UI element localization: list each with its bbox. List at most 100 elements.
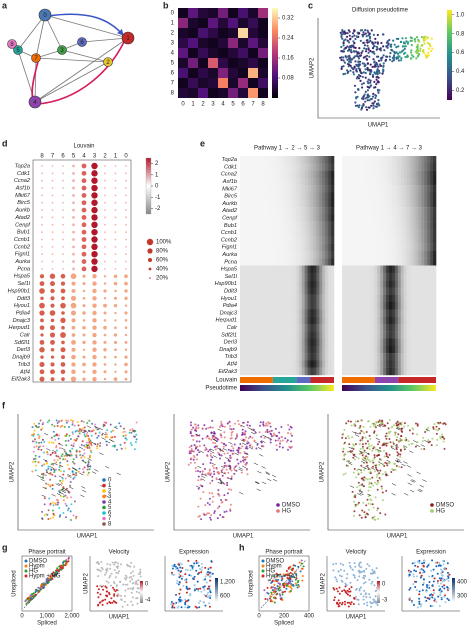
heat-cell [418,331,422,339]
heat-cell [421,353,425,361]
heat-cell [257,309,261,317]
heat-cell [269,316,273,325]
heat-cell [322,302,326,310]
heat-cell [248,170,253,179]
heat-cell [391,338,396,346]
cell-dot [128,576,131,579]
heat-cell [269,345,273,354]
heat-cell [242,280,247,288]
heat-cell [368,185,372,193]
cell-dot [361,439,364,442]
heatmap-cell [248,28,258,38]
x-axis-label: UMAP1 [109,615,130,621]
cell-dot [192,564,195,567]
node-label: 3 [60,48,64,54]
heat-cell [350,250,355,259]
cell-dot [376,479,379,482]
cell-dot [368,481,371,484]
legend-dot [24,574,28,578]
heat-cell [301,243,305,252]
heat-cell [316,302,320,310]
heat-cell [342,229,346,237]
cell-dot [263,436,266,439]
heat-cell [427,199,431,208]
heat-cell [263,323,267,332]
cell-dot [197,424,200,427]
cell-dot [294,570,297,573]
heat-cell [391,367,396,376]
axis [327,414,464,531]
heat-cell [322,199,326,208]
cell-dot [52,571,55,574]
heat-cell [251,236,255,244]
cell-dot [251,446,254,448]
heat-cell [257,316,261,325]
heat-cell [400,302,404,310]
heat-cell [377,294,381,303]
cell-dot [360,83,363,86]
heat-cell [383,294,387,303]
heat-cell [386,316,390,325]
cell-dot [281,446,284,449]
heat-cell [391,272,396,281]
velocity-arrow [265,471,270,474]
header: Louvain [73,144,94,150]
cell-dot [82,468,84,471]
heat-cell [260,192,264,200]
heat-cell [260,272,264,281]
cell-dot [380,459,383,461]
cell-dot [400,421,403,424]
cell-dot [83,444,86,447]
expression-dot [114,319,117,322]
cell-dot [376,469,379,472]
heat-cell [400,280,404,288]
heat-cell [310,353,314,361]
expression-dot [62,179,64,182]
expression-dot [125,245,127,248]
heat-cell [298,156,302,164]
heat-cell [254,316,258,325]
heat-cell [371,345,375,354]
cell-dot [131,578,134,581]
heat-cell [394,250,399,259]
heat-cell [362,214,366,222]
graph-edge [35,14,46,59]
cell-dot [86,441,88,444]
heat-cell [257,192,261,200]
heat-cell [328,309,332,317]
heat-cell [257,250,261,259]
heat-cell [365,214,369,222]
expression-dot [91,236,98,243]
panel-letter: g [2,542,8,552]
heat-cell [397,163,402,171]
heat-cell [295,345,300,354]
cell-dot [360,477,363,480]
heat-cell [331,156,335,164]
cell-dot [436,438,439,441]
cell-dot [373,457,376,460]
velocity-arrow [46,472,51,475]
heatmap-cell [228,18,238,28]
heat-cell [295,272,300,281]
cell-dot [192,450,195,453]
cell-dot [343,30,346,34]
cell-dot [88,438,91,441]
cell-dot [42,582,45,585]
heat-cell [331,272,335,281]
cell-dot [55,569,58,572]
heat-cell [359,338,363,346]
heat-cell [371,309,375,317]
velocity-arrow [42,486,47,490]
cell-dot [385,452,388,455]
heat-cell [289,170,294,179]
cell-dot [61,477,64,480]
heat-cell [278,302,282,310]
heat-cell [292,236,297,244]
cell-dot [346,45,349,48]
cell-dot [382,68,385,71]
cell-dot [204,578,207,581]
size-legend-label: 40% [156,267,169,273]
cell-dot [358,453,361,455]
velocity-arrow [228,441,233,445]
cell-dot [194,427,197,430]
